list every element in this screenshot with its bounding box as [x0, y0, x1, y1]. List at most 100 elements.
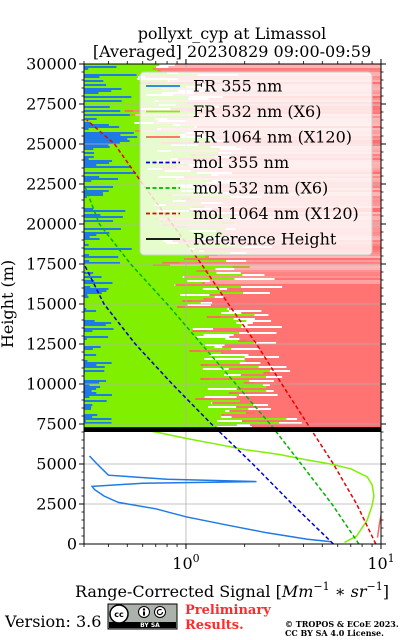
texture-green: [84, 268, 216, 270]
reference-height-bar: [84, 427, 381, 432]
texture-green: [84, 90, 179, 92]
texture-green: [84, 144, 172, 146]
y-tick-label: 27500: [26, 95, 77, 114]
texture-blue: [84, 134, 121, 136]
y-tick-label: 15000: [26, 295, 77, 314]
texture-blue: [84, 366, 105, 368]
texture-red: [281, 326, 381, 328]
texture-blue: [84, 124, 109, 126]
texture-blue: [84, 208, 94, 210]
texture-blue: [84, 308, 87, 310]
texture-green: [84, 178, 177, 180]
texture-red: [206, 316, 381, 318]
texture-green: [84, 398, 213, 400]
texture-green: [84, 372, 271, 374]
cc-license-badge[interactable]: cc BY SA: [107, 603, 178, 630]
texture-green: [84, 334, 204, 336]
texture-green: [84, 204, 155, 206]
texture-blue: [84, 164, 97, 166]
texture-blue: [84, 390, 92, 392]
texture-blue: [84, 310, 97, 312]
texture-red: [153, 264, 381, 266]
texture-green: [84, 400, 241, 402]
legend-label: mol 1064 nm (X120): [193, 204, 359, 223]
texture-blue: [84, 74, 137, 76]
texture-green: [84, 124, 174, 126]
texture-blue: [84, 238, 100, 240]
texture-red: [212, 302, 381, 304]
x-tick-label: 101: [367, 552, 394, 573]
x-tick-label: 100: [172, 552, 199, 573]
texture-red: [286, 366, 381, 368]
texture-red: [245, 412, 381, 414]
texture-blue: [84, 106, 110, 108]
texture-red: [268, 314, 381, 316]
texture-green: [84, 224, 171, 226]
texture-blue: [84, 328, 114, 330]
texture-red: [192, 330, 381, 332]
texture-red: [231, 416, 381, 418]
texture-green: [84, 226, 187, 228]
texture-blue: [84, 110, 121, 112]
legend-box: [139, 71, 373, 256]
legend-label: FR 1064 nm (X120): [193, 128, 352, 147]
texture-blue: [84, 280, 95, 282]
texture-green: [84, 300, 192, 302]
texture-red: [223, 296, 381, 298]
texture-green: [84, 408, 249, 410]
texture-blue: [84, 384, 90, 386]
texture-blue: [84, 320, 95, 322]
texture-blue: [84, 256, 119, 258]
texture-green: [84, 346, 215, 348]
texture-red: [273, 390, 381, 392]
texture-green: [84, 374, 225, 376]
texture-red: [261, 310, 381, 312]
texture-blue: [84, 370, 105, 372]
texture-green: [84, 218, 160, 220]
texture-green: [84, 370, 270, 372]
texture-blue: [84, 336, 109, 338]
texture-blue: [84, 418, 112, 420]
texture-red: [182, 300, 381, 302]
texture-blue: [84, 296, 89, 298]
y-tick-label: 20000: [26, 215, 77, 234]
texture-green: [84, 70, 162, 72]
texture-blue: [84, 162, 110, 164]
badge-text: BY SA: [140, 622, 160, 629]
texture-blue: [84, 276, 102, 278]
texture-blue: [84, 160, 113, 162]
texture-green: [84, 78, 138, 80]
y-tick-label: 30000: [26, 55, 77, 74]
texture-green: [84, 200, 173, 202]
texture-blue: [84, 330, 93, 332]
texture-green: [84, 306, 186, 308]
texture-red: [269, 384, 381, 386]
texture-blue: [84, 156, 94, 158]
texture-red: [184, 258, 381, 260]
texture-blue: [84, 354, 97, 356]
texture-blue: [84, 392, 97, 394]
texture-green: [84, 270, 209, 272]
series-fr1064: [376, 510, 381, 538]
texture-green: [84, 118, 156, 120]
texture-green: [84, 392, 237, 394]
texture-green: [84, 316, 221, 318]
texture-red: [274, 278, 381, 280]
texture-green: [84, 308, 228, 310]
texture-green: [84, 168, 148, 170]
texture-blue: [84, 216, 123, 218]
texture-red: [239, 338, 381, 340]
texture-green: [84, 410, 226, 412]
texture-blue: [84, 414, 98, 416]
texture-green: [84, 96, 190, 98]
legend-item-mol355: mol 355 nm: [146, 153, 289, 172]
texture-blue: [84, 80, 104, 82]
texture-blue: [84, 282, 113, 284]
texture-green: [84, 384, 263, 386]
texture-green: [84, 164, 189, 166]
texture-green: [84, 288, 203, 290]
texture-green: [84, 350, 201, 352]
texture-green: [84, 322, 237, 324]
texture-red: [222, 346, 381, 348]
texture-green: [84, 314, 255, 316]
